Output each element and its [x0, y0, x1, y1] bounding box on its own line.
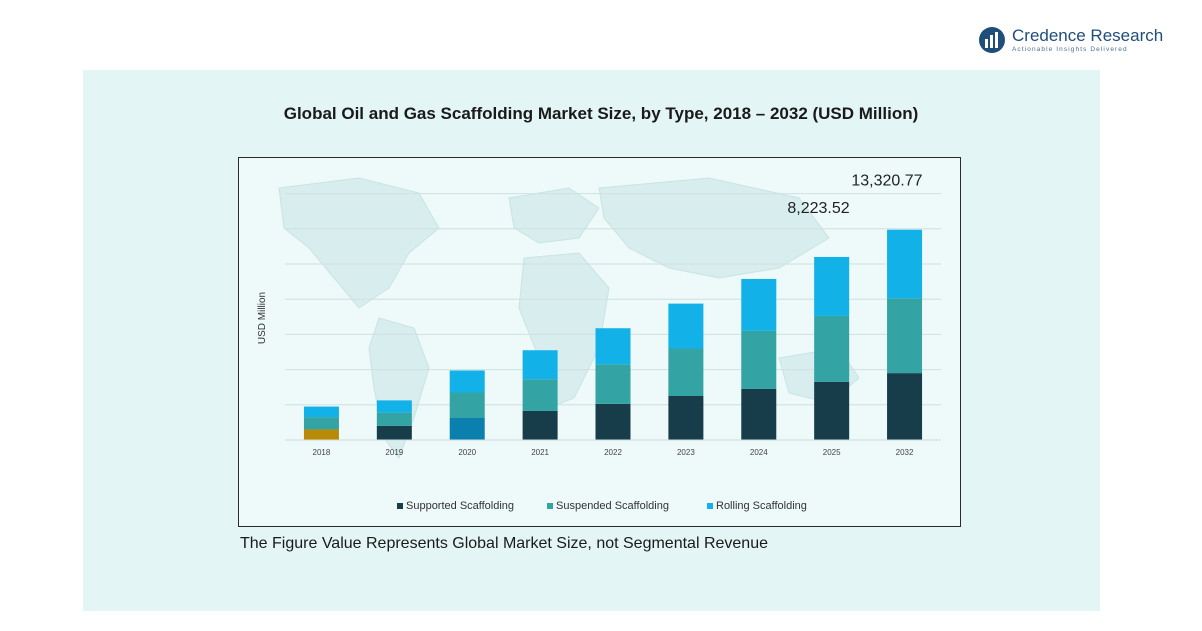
x-tick-label: 2019 — [385, 448, 403, 457]
legend-label: Rolling Scaffolding — [716, 500, 807, 512]
bar-suspended-scaffolding-2024 — [741, 330, 777, 389]
legend: Supported Scaffolding Suspended Scaffoldi… — [397, 500, 807, 512]
x-tick-labels: 2018 2019 2020 2021 2022 2023 2024 2025 2032 — [313, 448, 914, 457]
x-tick-label: 2018 — [313, 448, 331, 457]
bar-supported-scaffolding-2025 — [814, 381, 850, 440]
bar-supported-scaffolding-2019 — [376, 425, 412, 440]
bar-supported-scaffolding-2023 — [668, 396, 704, 440]
bar-suspended-scaffolding-2018 — [303, 417, 339, 430]
bar-supported-scaffolding-2024 — [741, 388, 777, 440]
bar-rolling-scaffolding-2024 — [741, 278, 777, 331]
bar-suspended-scaffolding-2032 — [887, 298, 923, 374]
legend-label: Suspended Scaffolding — [556, 500, 669, 512]
chart-svg: USD Million 2018 2019 2020 2021 2022 2023 2024… — [257, 173, 941, 512]
brand-tagline: Actionable Insights Delivered — [1012, 46, 1128, 53]
bar-suspended-scaffolding-2023 — [668, 348, 704, 396]
bar-suspended-scaffolding-2020 — [449, 392, 485, 418]
x-tick-label: 2024 — [750, 448, 768, 457]
bar-supported-scaffolding-2032 — [887, 373, 923, 440]
legend-label: Supported Scaffolding — [406, 500, 514, 512]
bar-supported-scaffolding-2020 — [449, 418, 485, 440]
bar-suspended-scaffolding-2022 — [595, 364, 631, 404]
bar-supported-scaffolding-2022 — [595, 403, 631, 440]
bar-rolling-scaffolding-2021 — [522, 350, 558, 380]
x-tick-label: 2023 — [677, 448, 695, 457]
bar-suspended-scaffolding-2025 — [814, 315, 850, 382]
bar-rolling-scaffolding-2020 — [449, 370, 485, 393]
annotation-2025: 8,223.52 — [787, 200, 849, 217]
annotation-2032: 13,320.77 — [851, 173, 922, 190]
legend-swatch — [547, 503, 553, 509]
bar-suspended-scaffolding-2021 — [522, 379, 558, 411]
brand-name: Credence Research — [1012, 26, 1164, 45]
x-tick-label: 2020 — [458, 448, 476, 457]
legend-swatch — [397, 503, 403, 509]
legend-swatch — [707, 503, 713, 509]
x-tick-label: 2021 — [531, 448, 549, 457]
bars-group — [303, 229, 923, 440]
bar-rolling-scaffolding-2025 — [814, 256, 850, 316]
footnote: The Figure Value Represents Global Marke… — [240, 535, 768, 552]
x-tick-label: 2022 — [604, 448, 622, 457]
chart-title: Global Oil and Gas Scaffolding Market Si… — [283, 104, 919, 123]
brand-logo: Credence Research Actionable Insights De… — [978, 26, 1178, 58]
credence-logo-icon — [979, 27, 1005, 53]
bar-supported-scaffolding-2021 — [522, 410, 558, 440]
bar-rolling-scaffolding-2018 — [303, 406, 339, 418]
bar-rolling-scaffolding-2022 — [595, 328, 631, 365]
x-tick-label: 2025 — [823, 448, 841, 457]
chart-frame: USD Million 2018 2019 2020 2021 2022 2023 2024… — [238, 157, 961, 527]
bar-rolling-scaffolding-2019 — [376, 400, 412, 413]
x-tick-label: 2032 — [896, 448, 914, 457]
y-axis-label: USD Million — [257, 292, 268, 344]
bar-suspended-scaffolding-2019 — [376, 412, 412, 426]
bar-rolling-scaffolding-2023 — [668, 303, 704, 349]
bar-rolling-scaffolding-2032 — [887, 229, 923, 299]
bar-supported-scaffolding-2018 — [303, 429, 339, 440]
